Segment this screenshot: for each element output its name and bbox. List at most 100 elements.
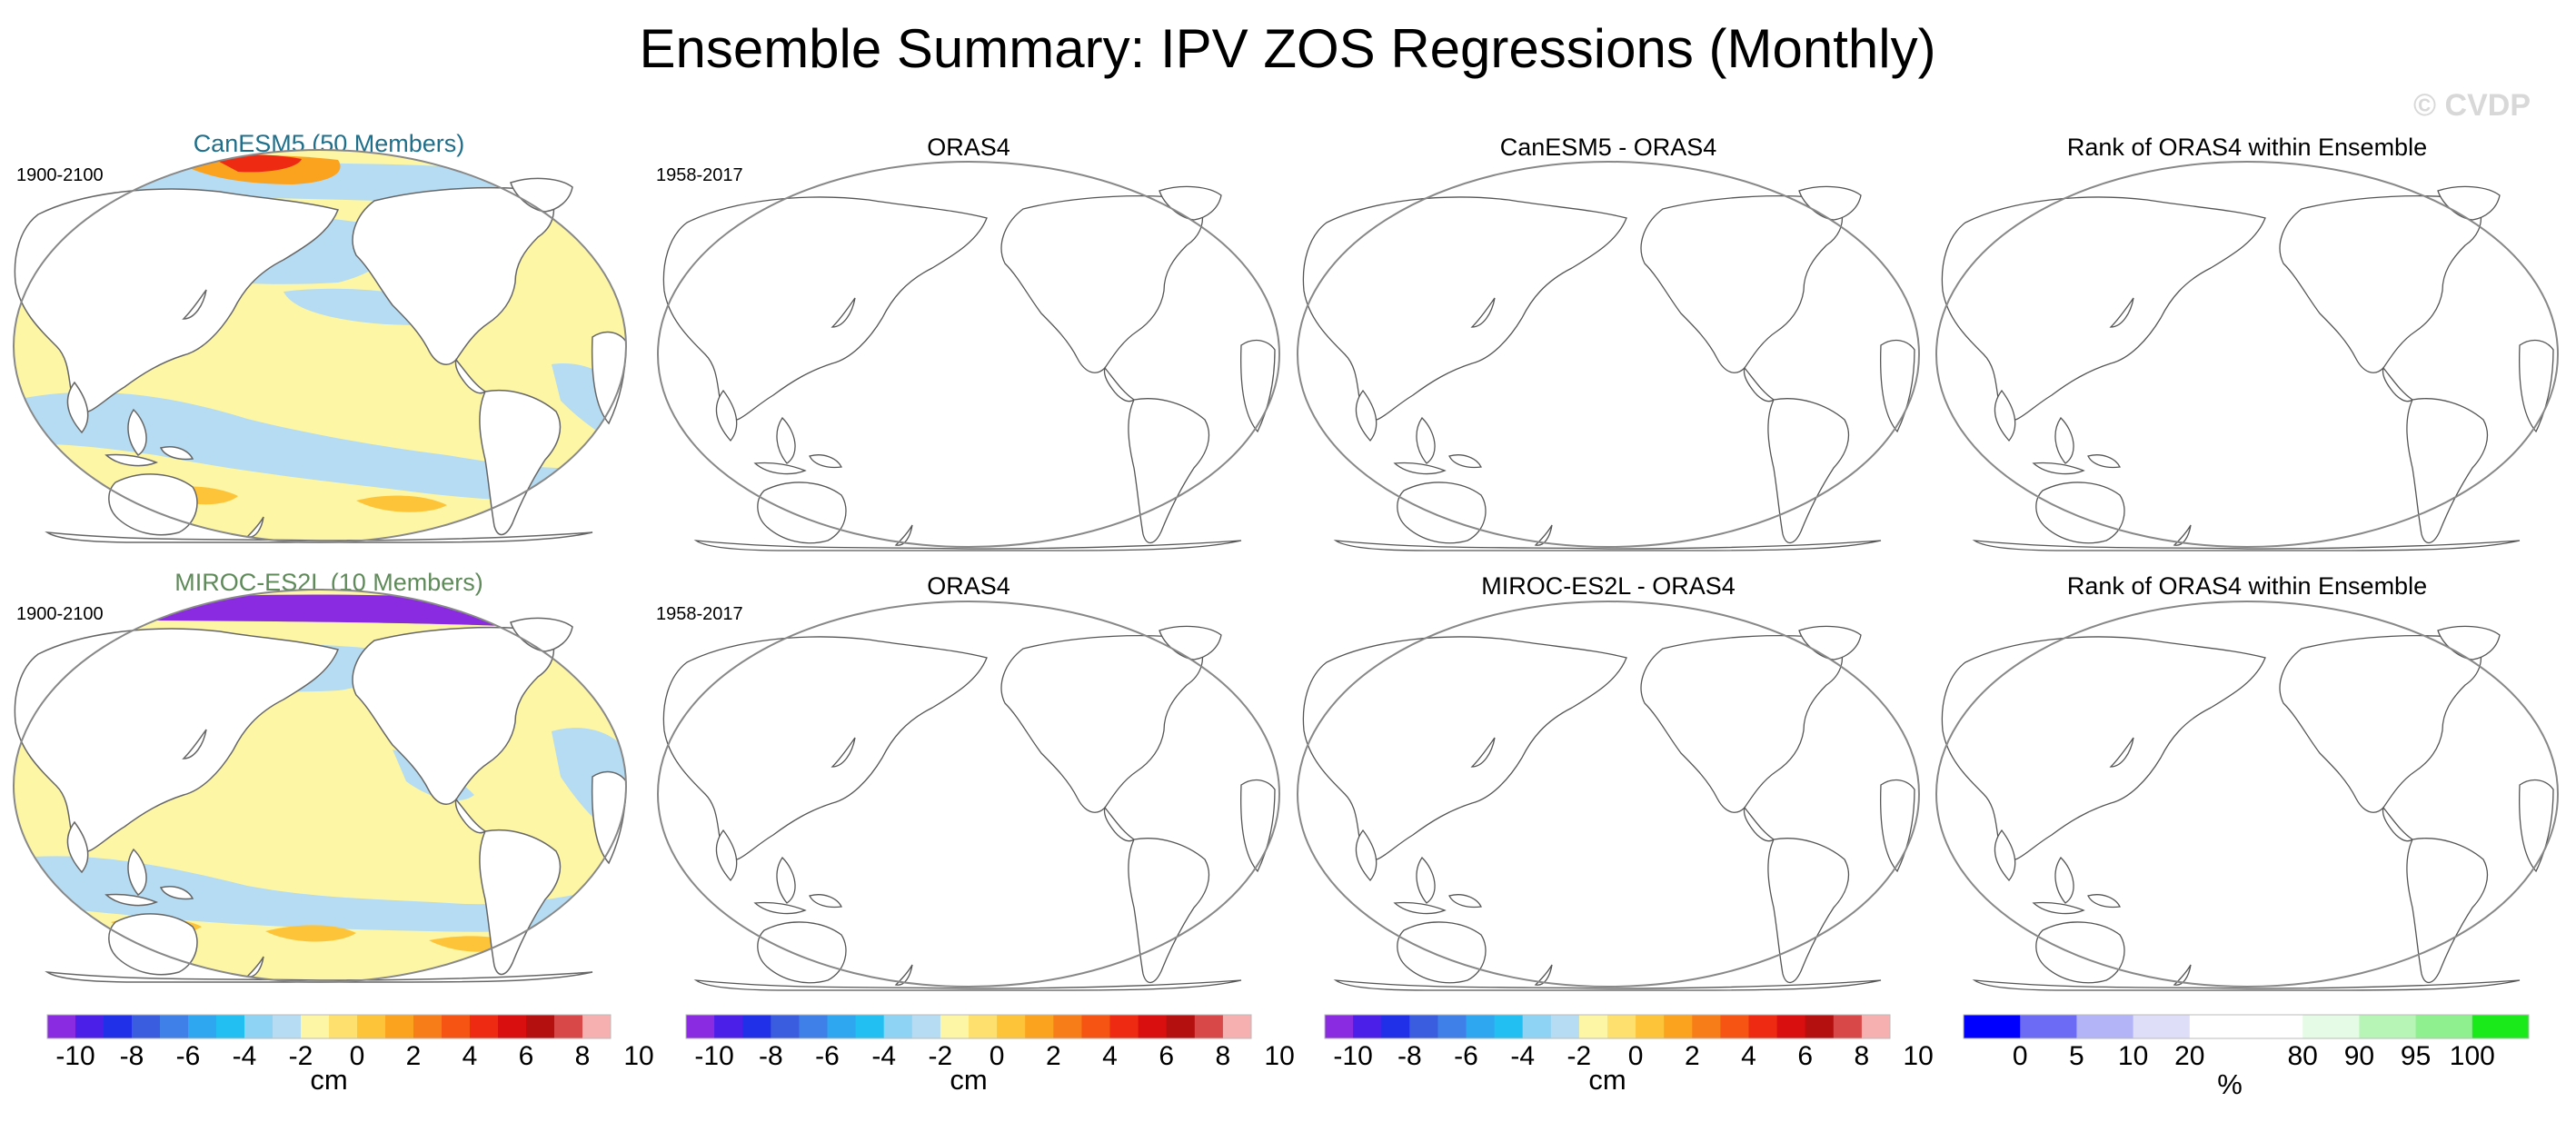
colorbar-tick-label: 2 bbox=[406, 1041, 422, 1071]
colorbar-swatch bbox=[1194, 1015, 1224, 1038]
colorbar-swatch bbox=[582, 1015, 612, 1038]
colorbar-tick-label: 10 bbox=[1264, 1041, 1294, 1071]
colorbar-tick-label: -8 bbox=[120, 1041, 144, 1071]
map-border bbox=[1935, 161, 2559, 548]
map-border bbox=[13, 589, 627, 983]
colorbar-swatch bbox=[883, 1015, 913, 1038]
panel-title-obs: ORAS4 bbox=[927, 134, 1010, 161]
panel-row-1-diff: CanESM5 - ORAS4 bbox=[1297, 134, 1920, 551]
colorbar-swatch bbox=[686, 1015, 715, 1038]
colorbar-swatch bbox=[2302, 1015, 2360, 1038]
panel-period-ensemble: 1900-2100 bbox=[16, 165, 104, 185]
colorbar-swatch bbox=[1607, 1015, 1636, 1038]
colorbar-swatch bbox=[1720, 1015, 1749, 1038]
colorbar-swatch bbox=[216, 1015, 245, 1038]
colorbar-swatch bbox=[827, 1015, 857, 1038]
colorbar-tick-label: 6 bbox=[1159, 1041, 1174, 1071]
colorbar: -10 -8 -6 -4 -2 0 2 4 6 8 10 cm bbox=[46, 1014, 654, 1096]
colorbar-tick-label: 10 bbox=[623, 1041, 653, 1071]
colorbar-tick-label: -2 bbox=[929, 1041, 953, 1071]
colorbar-swatch bbox=[1081, 1015, 1110, 1038]
colorbar-swatch bbox=[1692, 1015, 1721, 1038]
panel-row-2-ensemble: MIROC-ES2L (10 Members) 1900-2100 bbox=[13, 569, 627, 983]
panel-title-rank: Rank of ORAS4 within Ensemble bbox=[2067, 572, 2427, 600]
colorbar-swatch bbox=[273, 1015, 302, 1038]
map-border bbox=[1935, 601, 2559, 988]
colorbar-swatch bbox=[75, 1015, 104, 1038]
colorbar-tick-label: -6 bbox=[1454, 1041, 1478, 1071]
colorbar-tick-label: -6 bbox=[815, 1041, 840, 1071]
colorbar-swatch bbox=[413, 1015, 443, 1038]
figure-title: Ensemble Summary: IPV ZOS Regressions (M… bbox=[639, 18, 1935, 79]
colorbar-unit: cm bbox=[310, 1064, 347, 1096]
panel-title-diff: MIROC-ES2L - ORAS4 bbox=[1481, 572, 1736, 600]
colorbar-tick-label: -10 bbox=[55, 1041, 94, 1071]
colorbar-swatch bbox=[329, 1015, 358, 1038]
colorbar-swatch bbox=[244, 1015, 274, 1038]
map-border bbox=[657, 601, 1280, 988]
colorbar-swatch bbox=[132, 1015, 161, 1038]
colorbar-tick-label: 0 bbox=[1628, 1041, 1644, 1071]
colorbar-tick-label: 0 bbox=[2013, 1041, 2028, 1071]
watermark: © CVDP bbox=[2413, 88, 2531, 123]
colorbar-swatch bbox=[1109, 1015, 1139, 1038]
colorbar-swatch bbox=[2246, 1015, 2303, 1038]
colorbar-frame bbox=[1324, 1014, 1891, 1039]
panel-period-obs: 1958-2017 bbox=[656, 604, 743, 624]
panel-row-2-obs: ORAS4 1958-2017 bbox=[656, 572, 1280, 991]
colorbar-tick-label: 8 bbox=[1216, 1041, 1231, 1071]
colorbar-tick-label: 4 bbox=[462, 1041, 478, 1071]
map-border bbox=[657, 161, 1280, 548]
colorbar-swatch bbox=[2359, 1015, 2417, 1038]
colorbar-swatch bbox=[1466, 1015, 1496, 1038]
colorbar-swatch bbox=[47, 1015, 76, 1038]
colorbar-tick-label: 90 bbox=[2344, 1041, 2374, 1071]
colorbar-swatch bbox=[1053, 1015, 1082, 1038]
colorbar-swatch bbox=[1748, 1015, 1778, 1038]
colorbar-swatch bbox=[1494, 1015, 1524, 1038]
colorbar-tick-label: 5 bbox=[2069, 1041, 2084, 1071]
colorbar: -10 -8 -6 -4 -2 0 2 4 6 8 10 cm bbox=[685, 1014, 1295, 1096]
colorbar-swatch bbox=[188, 1015, 217, 1038]
colorbar-swatch bbox=[1437, 1015, 1467, 1038]
colorbar-swatch bbox=[1636, 1015, 1665, 1038]
colorbar-tick-label: 0 bbox=[350, 1041, 365, 1071]
colorbar-tick-label: 95 bbox=[2401, 1041, 2431, 1071]
colorbar-swatch bbox=[2472, 1015, 2530, 1038]
colorbar-tick-label: 2 bbox=[1685, 1041, 1700, 1071]
colorbar-frame bbox=[1963, 1014, 2530, 1039]
colorbar-tick-label: -4 bbox=[871, 1041, 896, 1071]
colorbar-swatch bbox=[855, 1015, 885, 1038]
panel-title-rank: Rank of ORAS4 within Ensemble bbox=[2067, 134, 2427, 161]
colorbar-swatch bbox=[2415, 1015, 2473, 1038]
colorbar-swatch bbox=[1664, 1015, 1693, 1038]
colorbar-tick-label: 8 bbox=[1855, 1041, 1870, 1071]
colorbar-swatch bbox=[1578, 1015, 1608, 1038]
colorbar-swatch bbox=[799, 1015, 828, 1038]
colorbar-swatch bbox=[969, 1015, 998, 1038]
colorbar-swatch bbox=[2133, 1015, 2191, 1038]
colorbar-swatch bbox=[1805, 1015, 1835, 1038]
colorbar-tick-label: 80 bbox=[2288, 1041, 2318, 1071]
colorbar-unit: % bbox=[2217, 1068, 2243, 1100]
colorbar-swatch bbox=[997, 1015, 1026, 1038]
colorbar-swatch bbox=[498, 1015, 527, 1038]
colorbar-swatch bbox=[940, 1015, 970, 1038]
colorbar-unit: cm bbox=[950, 1064, 987, 1096]
colorbar-swatch bbox=[1964, 1015, 2021, 1038]
colorbar-swatch bbox=[2020, 1015, 2077, 1038]
panel-row-2-diff: MIROC-ES2L - ORAS4 bbox=[1297, 572, 1920, 991]
panel-row-2-rank: Rank of ORAS4 within Ensemble bbox=[1935, 572, 2559, 991]
colorbar-swatch bbox=[104, 1015, 133, 1038]
colorbar-tick-label: 10 bbox=[2118, 1041, 2148, 1071]
colorbars: -10 -8 -6 -4 -2 0 2 4 6 8 10 cm -10 -8 -6 -4 -2 0 2 4 6 8 10 cm… bbox=[46, 1014, 2530, 1100]
colorbar-unit: cm bbox=[1588, 1064, 1626, 1096]
colorbar-swatch bbox=[1833, 1015, 1863, 1038]
panel-title-obs: ORAS4 bbox=[927, 572, 1010, 600]
panel-period-ensemble: 1900-2100 bbox=[16, 604, 104, 624]
colorbar-swatch bbox=[385, 1015, 414, 1038]
colorbar-tick-label: 2 bbox=[1046, 1041, 1061, 1071]
colorbar-frame bbox=[46, 1014, 612, 1039]
colorbar-swatch bbox=[1550, 1015, 1580, 1038]
colorbar-tick-label: 6 bbox=[1797, 1041, 1813, 1071]
